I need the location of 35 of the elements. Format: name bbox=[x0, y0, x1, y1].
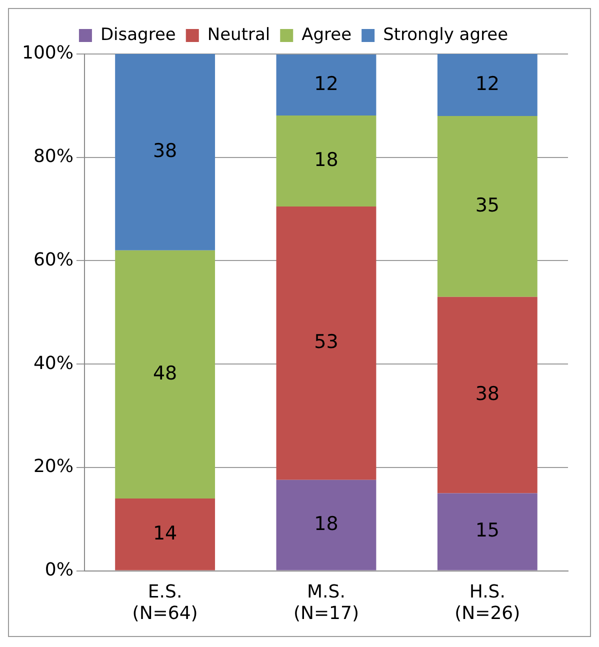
data-label: 18 bbox=[314, 148, 338, 171]
data-label: 12 bbox=[475, 72, 500, 95]
legend-label: Agree bbox=[302, 24, 352, 45]
legend-label: Strongly agree bbox=[383, 24, 508, 45]
bar bbox=[437, 116, 538, 297]
legend-label: Disagree bbox=[100, 24, 176, 45]
data-label: 35 bbox=[475, 194, 500, 216]
data-label: 14 bbox=[152, 522, 178, 544]
data-label: 12 bbox=[314, 72, 338, 95]
y-tick-label: 80% bbox=[33, 146, 74, 168]
data-label: 38 bbox=[475, 383, 500, 406]
y-tick-label: 60% bbox=[33, 249, 74, 270]
data-label: 48 bbox=[152, 362, 178, 384]
x-tick-label: H.S. (N=26) bbox=[454, 581, 520, 624]
bar bbox=[437, 296, 538, 494]
x-tick-label: E.S. (N=64) bbox=[132, 581, 198, 624]
bar bbox=[437, 54, 538, 116]
y-tick-label: 0% bbox=[44, 559, 74, 580]
bar bbox=[276, 116, 376, 206]
data-label: 15 bbox=[475, 520, 500, 542]
bar bbox=[115, 54, 216, 250]
bar bbox=[115, 498, 216, 570]
y-tick-label: 40% bbox=[33, 352, 74, 374]
bar bbox=[276, 480, 376, 570]
bar bbox=[276, 206, 376, 480]
data-label: 38 bbox=[152, 140, 178, 162]
bar bbox=[115, 250, 216, 498]
x-tick-label: M.S. (N=17) bbox=[293, 581, 359, 624]
data-label: 18 bbox=[314, 513, 338, 536]
legend-label: Neutral bbox=[207, 24, 270, 45]
y-tick-label: 20% bbox=[33, 456, 74, 478]
bar bbox=[437, 493, 538, 570]
bar bbox=[276, 54, 376, 116]
y-tick-label: 100% bbox=[22, 42, 74, 64]
data-label: 53 bbox=[314, 331, 338, 354]
